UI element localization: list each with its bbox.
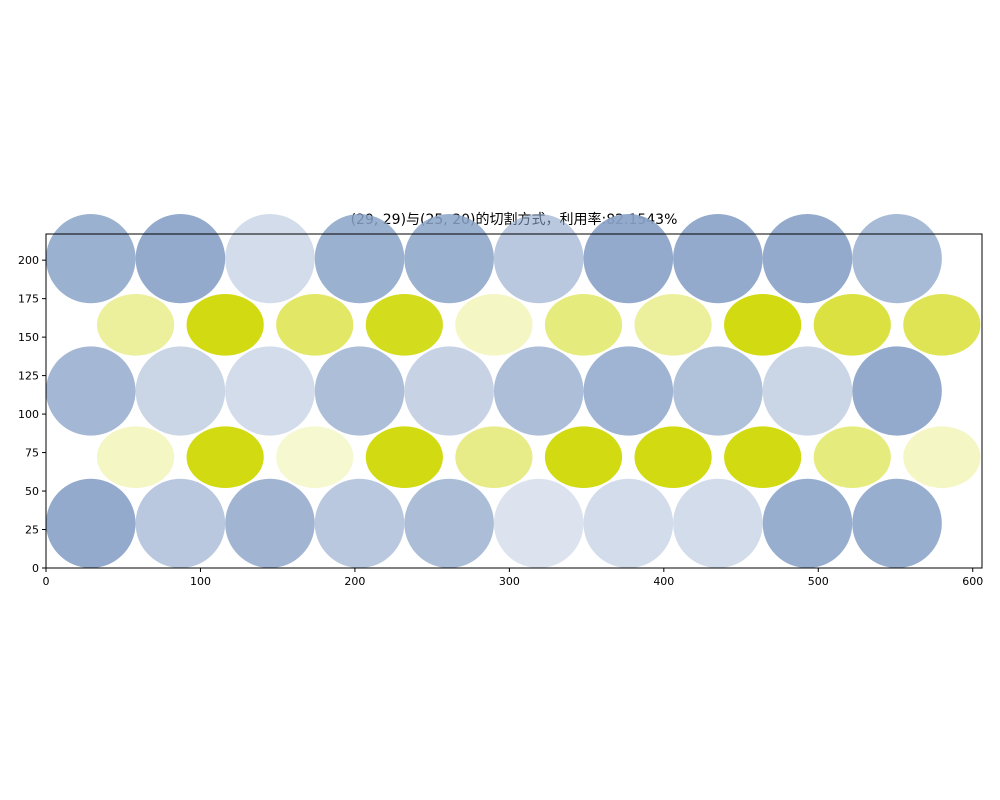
circle-mark-24	[404, 213, 494, 304]
circle-mark-14	[404, 346, 494, 436]
ellipse-mark-2	[276, 426, 354, 488]
circle-mark-18	[762, 346, 853, 436]
circle-mark-9	[852, 478, 942, 568]
ellipse-mark-1	[186, 426, 264, 488]
circle-mark-4	[404, 478, 494, 568]
x-tick-label-5: 500	[808, 575, 829, 588]
y-tick-label-5: 125	[18, 370, 39, 383]
circle-mark-3	[314, 478, 405, 568]
circle-mark-16	[583, 346, 674, 436]
circle-mark-27	[673, 213, 763, 304]
ellipse-mark-9	[903, 426, 981, 488]
ellipse-mark-7	[724, 426, 802, 488]
ellipse-mark-10	[96, 294, 175, 356]
y-tick-label-0: 0	[32, 562, 39, 575]
x-tick-label-6: 600	[962, 575, 983, 588]
y-tick-label-7: 175	[18, 293, 39, 306]
circle-mark-1	[135, 478, 226, 568]
circle-mark-8	[762, 478, 853, 568]
y-tick-label-2: 50	[25, 485, 39, 498]
x-tick-label-3: 300	[499, 575, 520, 588]
x-tick-label-0: 0	[43, 575, 50, 588]
ellipse-mark-16	[634, 294, 712, 356]
circle-mark-15	[493, 346, 584, 436]
circle-mark-12	[225, 346, 315, 436]
circle-mark-23	[314, 213, 405, 304]
x-tick-label-2: 200	[344, 575, 365, 588]
x-tick-label-4: 400	[653, 575, 674, 588]
circle-mark-28	[762, 213, 853, 304]
circle-mark-6	[583, 478, 674, 568]
circle-mark-17	[673, 346, 763, 436]
x-tick-label-1: 100	[190, 575, 211, 588]
ellipse-mark-17	[724, 294, 802, 356]
circle-mark-5	[493, 478, 584, 568]
ellipse-mark-18	[813, 294, 891, 356]
y-tick-label-8: 200	[18, 254, 39, 267]
chart-marks	[46, 213, 981, 568]
ellipse-mark-13	[365, 294, 443, 356]
ellipse-mark-14	[455, 294, 533, 356]
circle-mark-22	[225, 213, 315, 304]
ellipse-mark-15	[544, 294, 623, 356]
ellipse-mark-6	[634, 426, 712, 488]
x-axis: 0 100 200 300 400 500 600	[43, 568, 983, 588]
circle-mark-26	[583, 213, 674, 304]
y-tick-label-4: 100	[18, 408, 39, 421]
circle-mark-13	[314, 346, 405, 436]
y-tick-label-1: 25	[25, 524, 39, 537]
ellipse-mark-0	[96, 426, 175, 488]
ellipse-mark-11	[186, 294, 264, 356]
circle-mark-19	[852, 346, 942, 436]
ellipse-mark-19	[903, 294, 981, 356]
ellipse-mark-5	[544, 426, 623, 488]
plot-frame	[45, 233, 983, 569]
circle-mark-21	[135, 213, 226, 304]
circle-mark-11	[135, 346, 226, 436]
circle-mark-7	[673, 478, 763, 568]
circle-mark-2	[225, 478, 315, 568]
circle-mark-29	[852, 213, 942, 304]
ellipse-mark-3	[365, 426, 443, 488]
y-tick-label-3: 75	[25, 447, 39, 460]
circle-mark-25	[493, 213, 584, 304]
y-axis: 0 25 50 75 100 125 150 175 200	[18, 254, 46, 575]
circle-mark-10	[46, 346, 136, 436]
ellipse-mark-12	[276, 294, 354, 356]
y-tick-label-6: 150	[18, 331, 39, 344]
ellipse-mark-4	[455, 426, 533, 488]
circle-mark-0	[46, 478, 136, 568]
ellipse-mark-8	[813, 426, 891, 488]
circle-mark-20	[46, 213, 136, 304]
